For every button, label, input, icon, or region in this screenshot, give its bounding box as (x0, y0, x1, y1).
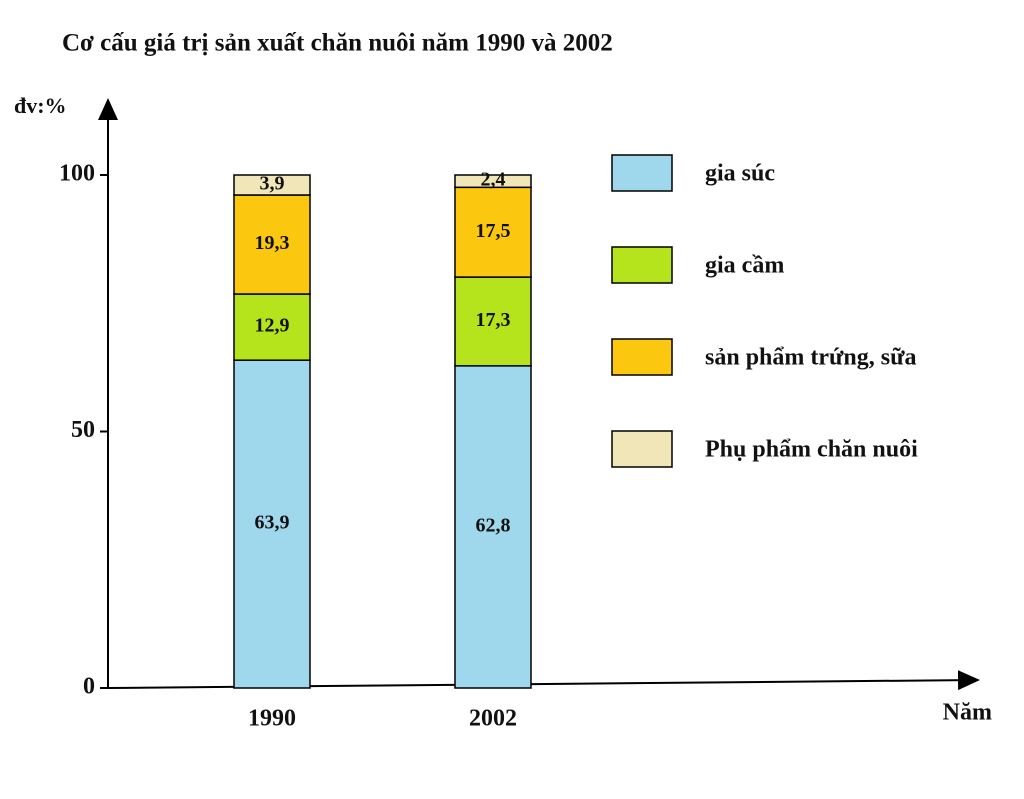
bar-segment (233, 293, 311, 361)
bar-segment (454, 276, 532, 367)
legend-label: gia cầm (705, 253, 784, 279)
x-tick-label: 2002 (469, 706, 517, 732)
data-label: 17,5 (476, 220, 511, 242)
data-label: 63,9 (255, 512, 290, 534)
x-tick-label: 1990 (248, 706, 296, 732)
y-tick-label: 0 (83, 674, 95, 700)
chart-title: Cơ cấu giá trị sản xuất chăn nuôi năm 19… (62, 30, 613, 57)
legend-label: gia súc (705, 161, 775, 187)
legend-swatch (611, 338, 673, 376)
bar-segment (233, 359, 311, 689)
bar-segment (454, 365, 532, 689)
bar-segment (454, 174, 532, 189)
legend-swatch (611, 154, 673, 192)
data-label: 12,9 (255, 315, 290, 337)
y-tick-label: 100 (59, 161, 95, 187)
legend-label: sản phẩm trứng, sữa (705, 345, 917, 371)
legend-swatch (611, 246, 673, 284)
bar-segment (233, 174, 311, 196)
data-label: 62,8 (476, 515, 511, 537)
data-label: 2,4 (481, 169, 506, 191)
legend-swatch (611, 430, 673, 468)
data-label: 17,3 (476, 309, 511, 331)
y-axis-label: đv:% (14, 93, 67, 118)
x-axis-label: Năm (943, 700, 992, 726)
data-label: 19,3 (255, 232, 290, 254)
y-tick-label: 50 (71, 417, 95, 443)
legend-label: Phụ phẩm chăn nuôi (705, 437, 918, 463)
data-label: 3,9 (260, 173, 285, 195)
